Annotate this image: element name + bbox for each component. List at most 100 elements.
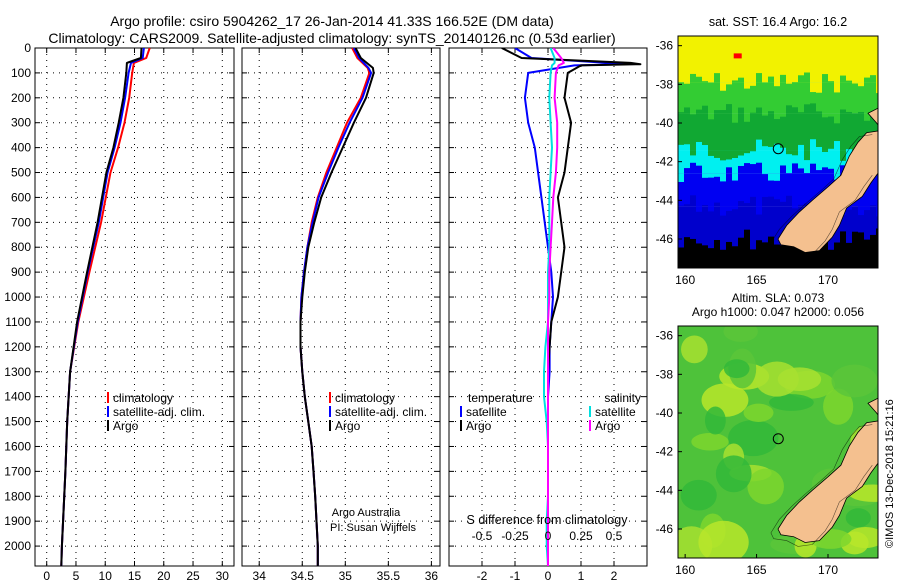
sst-edge-cell [846, 206, 852, 210]
sst-edge-cell [870, 234, 876, 239]
sst-edge-cell [768, 76, 774, 83]
x-tick-label-5: 25 [186, 569, 200, 580]
sst-edge-cell [738, 201, 744, 207]
s-tick-label-2: 0 [545, 529, 552, 543]
sst-edge-cell [678, 112, 684, 114]
y-tick-label-0: 0 [24, 41, 31, 55]
y-tick-label-15: 1500 [4, 415, 31, 429]
sst-edge-cell [750, 239, 756, 250]
float-position-marker [772, 143, 784, 155]
sla-blob [704, 406, 726, 435]
sst-edge-cell [870, 75, 876, 83]
sla-map-title: Altim. SLA: 0.073 [732, 291, 825, 305]
map-x-tick-label-2: 170 [818, 563, 838, 577]
sst-edge-cell [768, 236, 774, 239]
y-tick-label-3: 300 [11, 116, 31, 130]
sst-edge-cell [876, 228, 878, 239]
sst-edge-cell [756, 162, 762, 174]
series-line-satellite-adj-clim- [60, 48, 145, 566]
sst-edge-cell [786, 82, 792, 84]
sst-edge-cell [804, 72, 810, 83]
sst-edge-cell [774, 82, 780, 87]
sst-map-title: sat. SST: 16.4 Argo: 16.2 [709, 15, 847, 29]
sst-edge-cell [762, 173, 768, 175]
sst-edge-cell [690, 73, 696, 83]
map-y-tick-label-2: -40 [656, 116, 674, 130]
sst-edge-cell [840, 231, 846, 239]
sst-edge-cell [714, 173, 720, 177]
sst-edge-cell [840, 75, 846, 83]
land-north-island [867, 107, 878, 126]
y-tick-label-17: 1700 [4, 464, 31, 478]
sst-edge-cell [708, 150, 714, 156]
sst-edge-cell [876, 82, 878, 94]
y-tick-label-14: 1400 [4, 390, 31, 404]
sst-edge-cell [744, 229, 750, 239]
map-y-tick-label-1: -38 [656, 367, 674, 381]
sst-edge-cell [684, 204, 690, 207]
legend-label-1: Argo [466, 419, 492, 433]
x-tick-label-0: 0 [43, 569, 50, 580]
sst-edge-cell [768, 196, 774, 207]
s-axis-label: S difference from climatology [467, 513, 629, 527]
sla-blob [747, 468, 784, 505]
sst-edge-cell [696, 165, 702, 174]
sst-edge-cell [720, 173, 726, 182]
y-tick-label-16: 1600 [4, 439, 31, 453]
sst-edge-cell [696, 109, 702, 114]
sst-edge-cell [786, 150, 792, 155]
y-tick-label-8: 800 [11, 240, 31, 254]
sla-blob [715, 455, 752, 493]
x-tick-label-3: 1 [578, 569, 585, 580]
series-line-satellite-adj-clim- [299, 48, 373, 566]
sst-edge-cell [840, 150, 846, 161]
sst-edge-cell [702, 239, 708, 246]
sla-blob [755, 361, 799, 397]
sst-edge-cell [858, 206, 864, 216]
sst-edge-cell [792, 150, 798, 156]
sst-edge-cell [780, 113, 786, 117]
x-tick-label-3: 35.5 [377, 569, 401, 580]
sst-edge-cell [744, 82, 750, 89]
y-tick-label-11: 1100 [5, 315, 31, 329]
sla-blob [681, 335, 708, 364]
plot-frame [241, 47, 441, 567]
sst-edge-cell [696, 206, 702, 212]
sst-edge-cell [828, 168, 834, 174]
sst-edge-cell [738, 77, 744, 83]
sst-edge-cell [726, 239, 732, 242]
map-frame [677, 35, 879, 269]
series-line-salinity-argo [547, 48, 565, 566]
sst-edge-cell [690, 150, 696, 156]
sst-edge-cell [726, 206, 732, 211]
sst-edge-cell [768, 146, 774, 151]
sst-edge-cell [732, 80, 738, 83]
sst-edge-cell [750, 164, 756, 174]
sst-edge-cell [822, 167, 828, 174]
sst-edge-cell [756, 139, 762, 151]
map-y-tick-label-1: -38 [656, 77, 674, 91]
land-north-island [867, 397, 878, 416]
sst-edge-cell [876, 206, 878, 217]
sst-edge-cell [810, 163, 816, 174]
sst-edge-cell [852, 82, 858, 84]
x-tick-label-4: 2 [611, 569, 618, 580]
sst-edge-cell [696, 76, 702, 83]
sst-edge-cell [720, 239, 726, 250]
grid [242, 47, 440, 566]
legend-label-1: satellite-adj. clim. [113, 405, 205, 419]
sst-edge-cell [726, 167, 732, 174]
sla-blob [768, 394, 814, 411]
map-x-tick-label-1: 165 [747, 273, 767, 287]
sst-edge-cell [792, 107, 798, 114]
sst-edge-cell [714, 150, 720, 158]
sst-edge-cell [720, 150, 726, 161]
sst-edge-cell [816, 170, 822, 174]
sst-edge-cell [816, 146, 822, 151]
sst-edge-cell [822, 150, 828, 152]
sst-edge-cell [720, 110, 726, 114]
map-y-tick-label-0: -36 [656, 329, 674, 343]
sst-edge-cell [786, 195, 792, 207]
sst-edge-cell [864, 206, 870, 211]
